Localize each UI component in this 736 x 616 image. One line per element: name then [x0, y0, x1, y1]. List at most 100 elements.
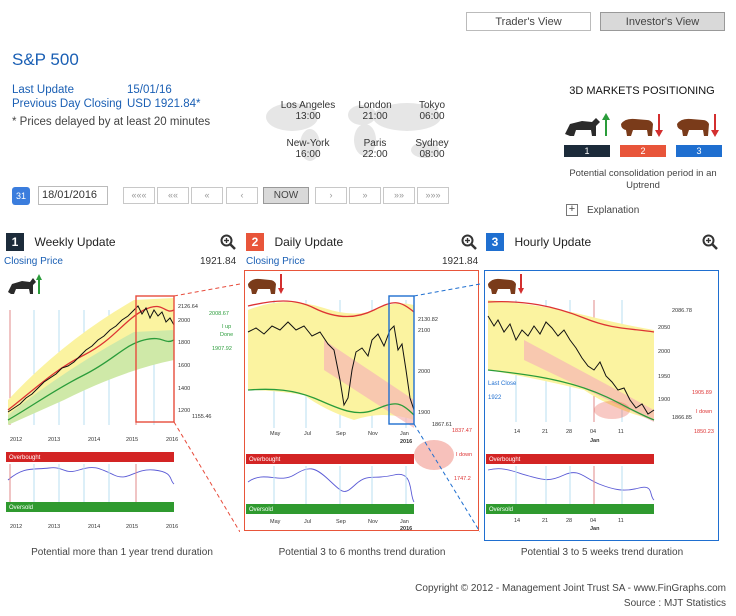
osc-tick-x: 2015 [126, 524, 138, 530]
nav-next-button[interactable]: › [315, 187, 347, 204]
nav-back-2-button[interactable]: «« [157, 187, 189, 204]
overbought-label: Overbought [489, 457, 521, 463]
arrow-up-icon [36, 274, 42, 294]
nav-prev-button[interactable]: ‹ [226, 187, 258, 204]
overbought-bar [246, 454, 414, 464]
calendar-icon[interactable]: 31 [12, 187, 30, 205]
tick-y: 2008.67 [209, 311, 229, 317]
zoom-in-icon[interactable] [702, 234, 718, 250]
traders-view-button[interactable]: Trader's View [466, 12, 591, 31]
panel-2-title: Daily Update [274, 235, 344, 249]
osc-tick-x: 2014 [88, 524, 100, 530]
delay-note: * Prices delayed by at least 20 minutes [12, 116, 211, 128]
nav-fwd-2-button[interactable]: »» [383, 187, 415, 204]
panel-3-title: Hourly Update [514, 235, 592, 249]
tick-y: 2130.82 [418, 317, 438, 323]
tick-y: Done [220, 332, 233, 338]
tick-y: 2100 [418, 328, 430, 334]
investors-view-button[interactable]: Investor's View [600, 12, 725, 31]
tick-x: May [270, 431, 281, 437]
position-box-3: 3 [676, 145, 722, 157]
world-map-icon [266, 103, 441, 161]
tick-y: 1950 [658, 374, 670, 380]
osc-tick-x: Sep [336, 519, 346, 525]
tick-y: 1907.92 [212, 346, 232, 352]
world-map [262, 95, 452, 165]
positioning-description: Potential consolidation period in an Upt… [569, 168, 717, 191]
now-button[interactable]: NOW [263, 187, 309, 204]
hourly-chart[interactable]: 2086.78 2050 2000 1950 1905.89 I down 19… [484, 270, 720, 542]
explanation-link[interactable]: Explanation [587, 205, 640, 216]
panel-3-header: 3 Hourly Update [486, 233, 591, 251]
tick-x: 14 [514, 429, 520, 435]
closing-price-value: 1921.84 [200, 256, 237, 267]
zoom-in-icon[interactable] [461, 234, 477, 250]
copyright: Copyright © 2012 - Management Joint Trus… [415, 583, 726, 594]
plus-icon[interactable]: + [566, 204, 578, 216]
date-input[interactable]: 18/01/2016 [38, 186, 108, 205]
nav-back-1-button[interactable]: « [191, 187, 223, 204]
osc-tick-x: Jan [400, 519, 409, 525]
closing-price-value: 1921.84 [442, 256, 479, 267]
tick-y: 2000 [418, 369, 430, 375]
tick-y: 2086.78 [672, 308, 692, 314]
tick-x: Nov [368, 431, 378, 437]
panel-1-header: 1 Weekly Update [6, 233, 116, 251]
tick-y: I down [696, 409, 712, 415]
overbought-label: Overbought [9, 455, 41, 461]
tick-x: 28 [566, 429, 572, 435]
nav-back-3-button[interactable]: ««« [123, 187, 155, 204]
city-new-york: New-York 16:00 [286, 138, 330, 160]
tick-y: 1905.89 [692, 390, 712, 396]
tick-x: Jul [304, 431, 311, 437]
osc-tick-x: May [270, 519, 281, 525]
overbought-label: Overbought [249, 457, 281, 463]
oversold-label: Oversold [9, 505, 33, 511]
position-box-2: 2 [620, 145, 666, 157]
source: Source : MJT Statistics [623, 598, 726, 609]
panel-2-header: 2 Daily Update [246, 233, 343, 251]
nav-fwd-1-button[interactable]: » [349, 187, 381, 204]
positioning-title: 3D MARKETS POSITIONING [569, 85, 715, 97]
tick-y: 1155.46 [192, 414, 211, 420]
panel-1-title: Weekly Update [34, 235, 116, 249]
daily-chart[interactable]: 2130.82 2100 2000 1900 1867.61 1837.47 I… [244, 270, 480, 532]
bear-icon [621, 118, 653, 136]
tick-y: 1900 [658, 397, 670, 403]
city-sydney: Sydney 08:00 [415, 138, 449, 160]
tick-x: Jan [590, 438, 600, 444]
arrow-down-icon [518, 274, 524, 294]
oversold-bar [6, 502, 174, 512]
page-title: S&P 500 [12, 50, 79, 69]
osc-tick-x: 28 [566, 518, 572, 524]
osc-tick-x: Jan [590, 526, 600, 532]
tick-y: 1837.47 [452, 428, 472, 434]
tick-x: 21 [542, 429, 548, 435]
last-close-label: Last Close [488, 381, 517, 387]
city-tokyo: Tokyo 06:00 [418, 100, 446, 122]
nav-fwd-3-button[interactable]: »»» [417, 187, 449, 204]
bull-icon [8, 278, 36, 294]
arrow-down-icon [278, 274, 284, 294]
panel-2-number: 2 [246, 233, 264, 251]
last-update-value: 15/01/16 [127, 84, 172, 96]
zoom-in-icon[interactable] [220, 234, 236, 250]
oversold-bar [486, 504, 654, 514]
panel-3-number: 3 [486, 233, 504, 251]
tick-y: 1900 [418, 410, 430, 416]
arrow-up-icon [602, 113, 610, 136]
tick-x: 2014 [88, 437, 100, 443]
weekly-chart[interactable]: 2126.64 2000 2008.67 I up Done 1907.92 1… [4, 270, 240, 532]
panel-1-number: 1 [6, 233, 24, 251]
position-box-1: 1 [564, 145, 610, 157]
tick-y: 1800 [178, 340, 190, 346]
prev-close-value: USD 1921.84* [127, 98, 201, 110]
osc-tick-x: 2016 [400, 526, 412, 532]
panel-3-caption: Potential 3 to 5 weeks trend duration [520, 547, 684, 558]
oversold-bar [246, 504, 414, 514]
tick-x: 2012 [10, 437, 22, 443]
city-paris: Paris 22:00 [362, 138, 388, 160]
osc-tick-x: 14 [514, 518, 520, 524]
tick-y: 1600 [178, 363, 190, 369]
bear-icon [248, 278, 276, 294]
